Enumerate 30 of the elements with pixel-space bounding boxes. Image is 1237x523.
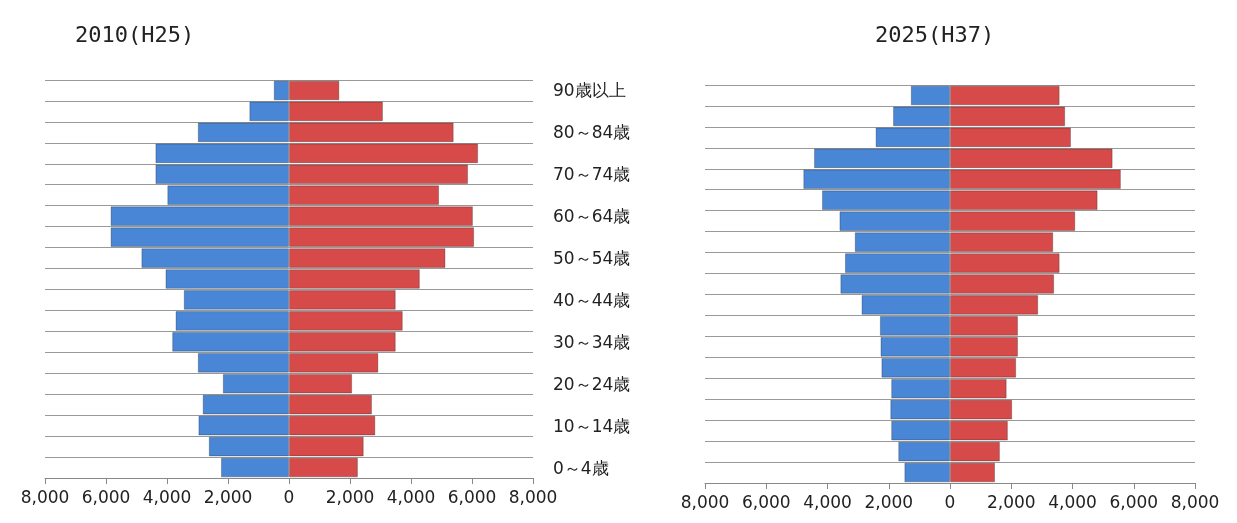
x-tick-label: 6,000 [1109, 491, 1159, 512]
y-tick-label: 50～54歳 [553, 248, 631, 269]
x-tick-label: 8,000 [680, 491, 730, 512]
chart-title: 2010(H25) [75, 21, 195, 47]
y-tick-label: 60～64歳 [553, 206, 631, 227]
x-tick-label: 6,000 [447, 486, 497, 507]
y-tick-label: 40～44歳 [553, 289, 631, 310]
y-tick-label: 0～4歳 [553, 457, 609, 478]
x-tick-label: 2,000 [203, 486, 253, 507]
x-tick-label: 6,000 [81, 486, 131, 507]
y-tick-label: 90歳以上 [553, 80, 626, 101]
x-tick-label: 4,000 [803, 491, 852, 512]
x-tick-label: 2,000 [325, 486, 375, 507]
x-tick-label: 8,000 [508, 486, 558, 507]
y-tick-label: 70～74歳 [553, 164, 631, 185]
y-tick-label: 20～24歳 [553, 373, 631, 394]
x-tick-label: 2,000 [864, 491, 914, 512]
x-tick-label: 0 [944, 491, 956, 512]
y-tick-label: 30～34歳 [553, 331, 631, 352]
chart-title: 2025(H37) [875, 21, 995, 47]
x-tick-label: 2,000 [986, 491, 1036, 512]
x-tick-label: 6,000 [741, 491, 791, 512]
x-tick-label: 4,000 [1048, 491, 1097, 512]
y-tick-label: 10～14歳 [553, 415, 631, 436]
x-tick-label: 4,000 [142, 486, 192, 507]
x-tick-label: 4,000 [386, 486, 436, 507]
y-tick-label: 80～84歳 [553, 122, 631, 143]
x-tick-label: 0 [283, 486, 295, 507]
x-tick-label: 8,000 [1170, 491, 1220, 512]
x-tick-label: 8,000 [20, 486, 70, 507]
